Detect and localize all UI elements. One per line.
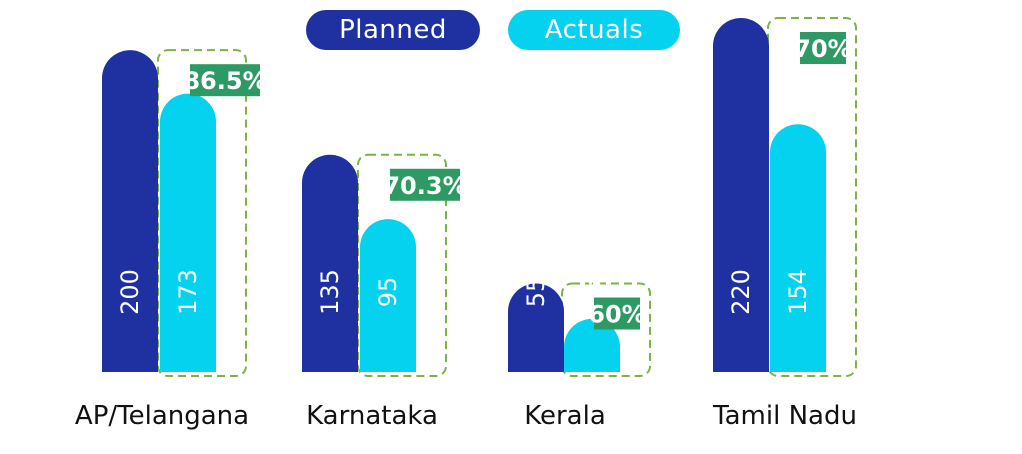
legend-actuals: Actuals [508, 10, 680, 50]
category-label: AP/Telangana [75, 401, 249, 431]
planned-value-label: 135 [316, 269, 344, 315]
planned-value-label: 55 [522, 277, 550, 308]
category-label: Tamil Nadu [712, 401, 857, 431]
percent-label: 60% [588, 301, 645, 329]
percent-label: 86.5% [183, 67, 266, 95]
planned-value-label: 220 [727, 269, 755, 315]
category-label: Karnataka [306, 401, 438, 431]
category-label: Kerala [524, 401, 606, 431]
actuals-value-label: 95 [374, 277, 402, 308]
actuals-value-label: 154 [784, 269, 812, 315]
planned-bar [302, 154, 358, 372]
planned-value-label: 200 [116, 269, 144, 315]
percent-badge [190, 64, 260, 97]
percent-badge [800, 32, 846, 64]
percent-badge [390, 168, 460, 201]
planned-bar [102, 50, 158, 372]
planned-bar [713, 18, 769, 372]
actuals-bar [360, 219, 416, 372]
planned-bar [508, 283, 564, 372]
percent-badge [594, 297, 640, 330]
actuals-value-label: 173 [174, 269, 202, 315]
actuals-bar [770, 124, 826, 372]
actuals-bar [564, 318, 620, 372]
legend-planned: Planned [306, 10, 480, 50]
percent-label: 70.3% [383, 172, 466, 200]
percent-label: 70% [794, 35, 851, 63]
actuals-bar [160, 93, 216, 372]
